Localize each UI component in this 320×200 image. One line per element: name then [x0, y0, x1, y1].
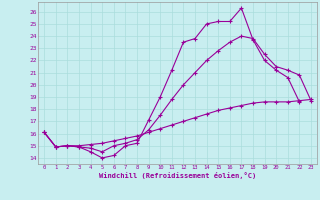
X-axis label: Windchill (Refroidissement éolien,°C): Windchill (Refroidissement éolien,°C): [99, 172, 256, 179]
